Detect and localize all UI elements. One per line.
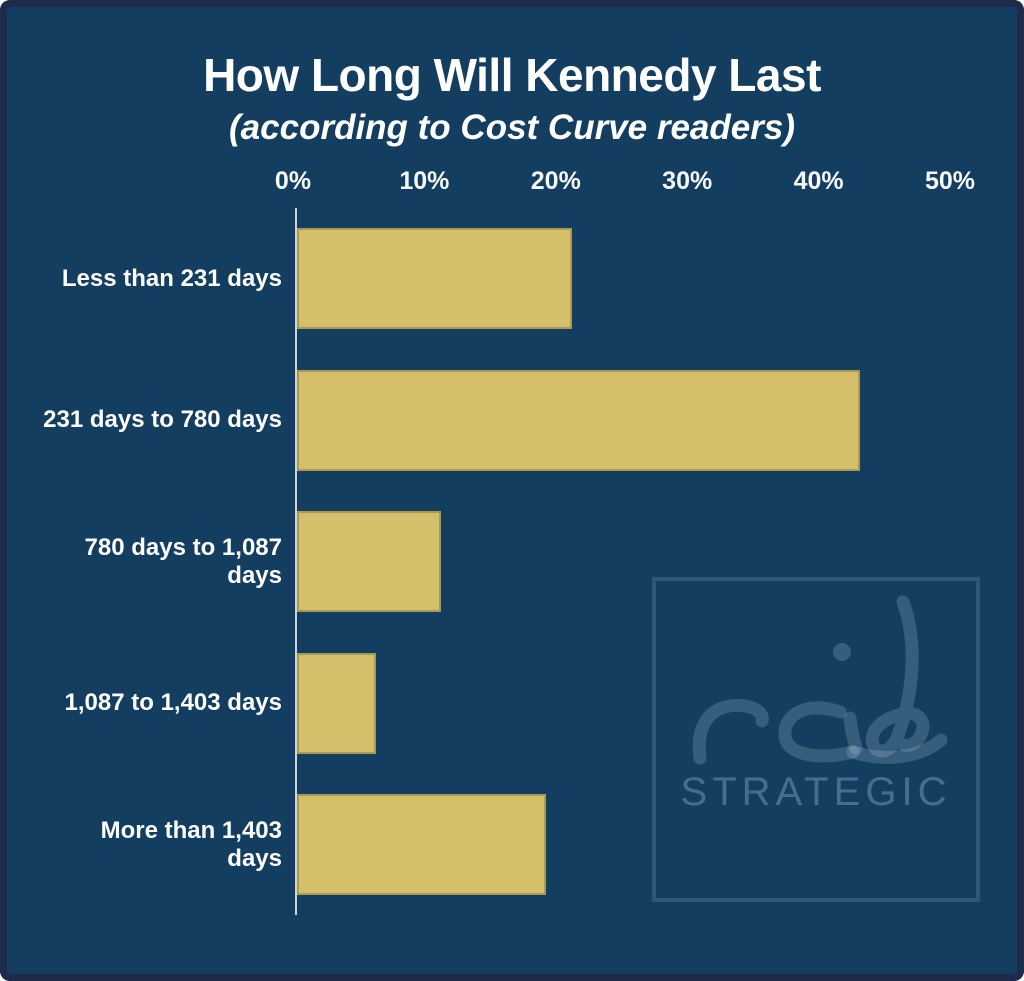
bar <box>297 794 546 895</box>
bar <box>297 511 441 612</box>
x-axis-tick-label: 50% <box>924 167 976 195</box>
watermark-square-outline <box>652 577 980 902</box>
x-axis-tick-label: 20% <box>530 167 581 195</box>
category-label: 780 days to 1,087 days <box>84 533 282 589</box>
y-axis-line <box>295 208 297 915</box>
bar <box>297 652 376 754</box>
bar <box>297 369 860 471</box>
x-axis-tick-label: 40% <box>793 167 844 195</box>
watermark-strategic-label: STRATEGIC <box>680 770 952 814</box>
chart-subtitle: (according to Cost Curve readers) <box>229 108 795 147</box>
x-axis-tick-label: 10% <box>399 167 450 195</box>
category-label: 1,087 to 1,403 days <box>64 689 282 716</box>
bar <box>297 228 572 329</box>
category-label: More than 1,403 days <box>100 816 282 872</box>
category-label: Less than 231 days <box>61 264 282 292</box>
x-axis-tick-label: 30% <box>662 167 713 195</box>
x-axis-tick-label: 0% <box>274 167 312 195</box>
watermark-reid-script-logo <box>692 595 948 765</box>
category-label: 231 days to 780 days <box>43 406 282 433</box>
chart-title: How Long Will Kennedy Last <box>203 49 821 101</box>
